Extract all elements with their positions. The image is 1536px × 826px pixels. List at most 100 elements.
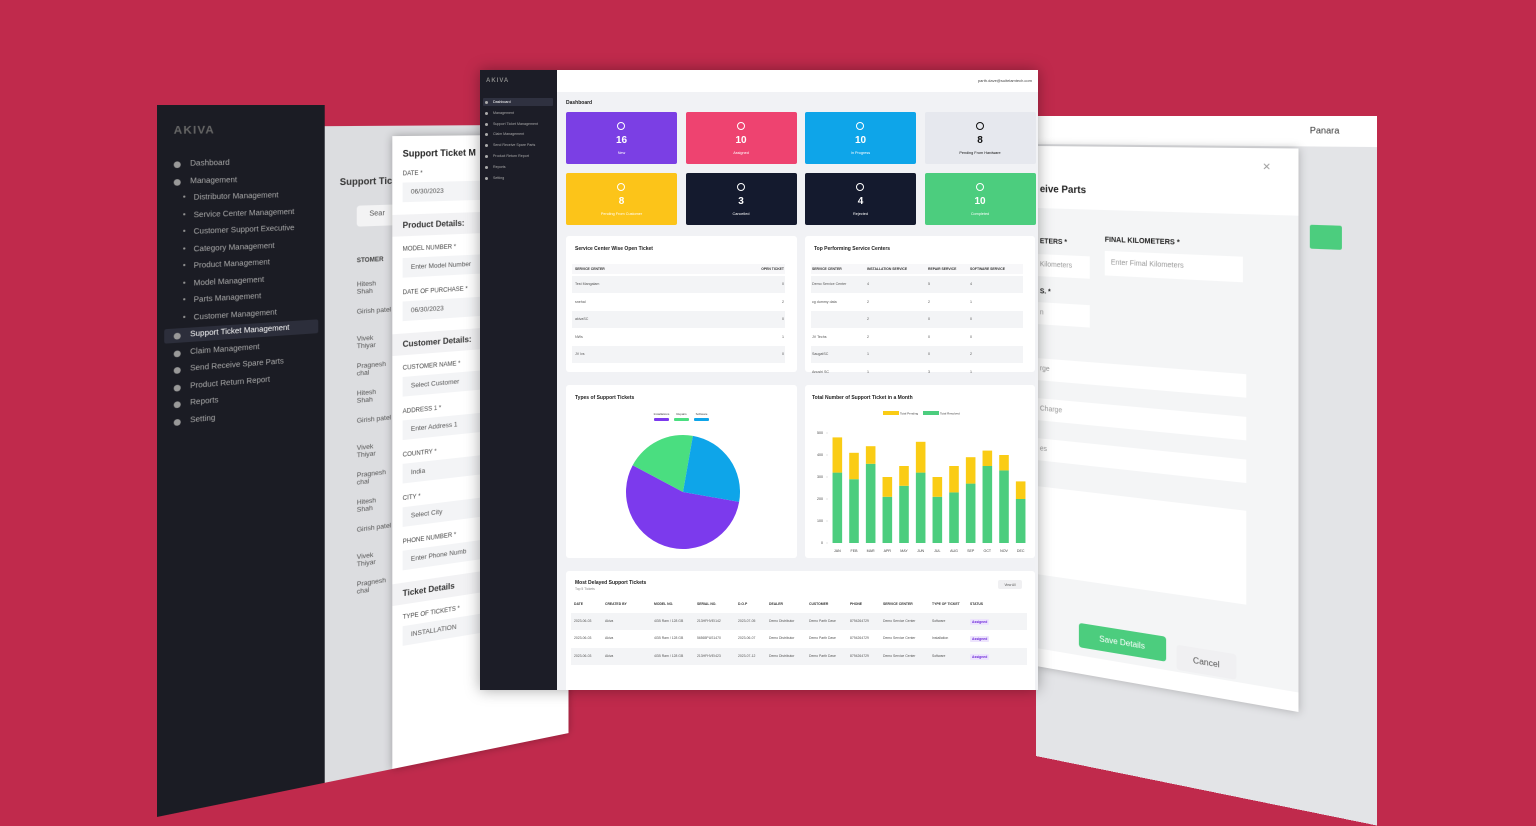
table-cell: 2023-06-03 (574, 636, 592, 640)
textarea[interactable] (1036, 486, 1247, 605)
nav-icon (183, 263, 186, 267)
stat-card[interactable]: 10 In Progress (805, 112, 916, 164)
column-header: SOFTWARE SERVICE (970, 267, 1005, 271)
table-cell: Software (932, 618, 946, 623)
column-header: SERVICE CENTER (883, 602, 913, 606)
x-tick-label: NOV (1000, 549, 1008, 553)
input[interactable]: Kilometers (1036, 254, 1090, 279)
close-icon[interactable]: × (1262, 158, 1271, 175)
input[interactable]: rge (1036, 358, 1247, 398)
x-tick-label: SEP (967, 549, 975, 553)
table-cell: 1 (867, 369, 869, 374)
bar-segment (899, 485, 909, 543)
column-header: DEALER (769, 602, 783, 606)
input[interactable]: n (1036, 302, 1090, 328)
card-value: 10 (974, 196, 986, 207)
customer-name: Hitesh Shah (356, 388, 377, 405)
table-panel: Top Performing Service Centers SERVICE CE… (805, 236, 1035, 374)
stat-card[interactable]: 4 Rejected (805, 173, 916, 225)
table-cell: JV Techs (812, 334, 827, 339)
table-cell: 2 (867, 299, 869, 304)
nav-item: Reports (190, 396, 219, 407)
card-label: Completed (970, 212, 990, 216)
placeholder: es (1039, 445, 1048, 454)
card-icon (617, 122, 625, 130)
input[interactable]: Enter Fimal Kilometers (1104, 250, 1243, 283)
table-cell: 4GB Ram / 128 GB (654, 618, 684, 623)
legend-label: Installations (654, 412, 670, 416)
table-cell: snehal (575, 299, 586, 304)
column-header: REPAIR SERVICE (928, 267, 957, 271)
nav-icon (485, 101, 488, 104)
field-label: S. * (1039, 288, 1051, 296)
table-cell: 2 (867, 334, 869, 339)
field-label: ETERS * (1039, 238, 1068, 247)
row-bg (811, 346, 1023, 363)
nav-item: Send Receive Spare Parts (190, 358, 284, 373)
top-bar: parth.dave@suitelamtech.com (557, 70, 1038, 92)
table-cell: 5 (928, 282, 930, 286)
card-value: 8 (618, 196, 625, 207)
customer-name: Pragnesh chal (356, 468, 386, 487)
stat-card[interactable]: 16 New (566, 112, 677, 164)
table-cell: 2 (867, 317, 869, 321)
table-cell: 2023-06-03 (574, 653, 592, 658)
card-value: 4 (857, 196, 864, 207)
pie-chart: Installations Repairs Software (626, 412, 740, 549)
stat-card[interactable]: 10 Completed (924, 173, 1036, 225)
customer-name: Pragnesh chal (356, 576, 386, 596)
table-cell: 4GB Ram / 128 GB (654, 653, 684, 658)
logo: AKIVA (173, 124, 215, 138)
status-badge: Assigned (970, 653, 990, 660)
modal-title: eive Parts (1039, 184, 1087, 197)
table-panel: Most Delayed Support Tickets Top 5 Ticket… (566, 571, 1035, 690)
panel-title: Top Performing Service Centers (814, 246, 891, 252)
x-tick-label: FEB (851, 549, 859, 553)
table-cell: 213HFHVEI423 (697, 653, 721, 658)
stat-card[interactable]: 8 Pending From Hardware (924, 112, 1036, 164)
nav-icon (485, 144, 488, 148)
customer-name: Pragnesh chal (356, 360, 386, 378)
legend-swatch (883, 411, 899, 415)
row-bg (571, 613, 1027, 630)
bar-segment (949, 466, 959, 493)
input[interactable]: Charge (1036, 398, 1247, 441)
table-cell: JV lvs (575, 352, 585, 356)
stat-card[interactable]: 8 Pending From Customer (566, 173, 677, 225)
column-header: STOMER (356, 256, 384, 265)
table-cell: 213HFHVEI142 (697, 618, 721, 623)
add-button[interactable] (1309, 224, 1342, 250)
table-cell: 0 (782, 282, 784, 286)
bar-segment (915, 472, 926, 543)
y-tick-label: 100 (817, 519, 823, 523)
stat-card[interactable]: 3 Cancelled (685, 173, 797, 225)
column-header: CREATED BY (605, 602, 627, 606)
table-cell: NWs (575, 334, 583, 339)
table-cell: 1 (970, 299, 972, 304)
table-cell: Demo Service Center (883, 618, 916, 623)
nav-item: Setting (493, 175, 505, 180)
bar-segment (882, 477, 893, 497)
card-label: New (617, 151, 626, 155)
card-value: 3 (738, 196, 744, 207)
table-cell: 0 (782, 317, 784, 321)
bar-segment (832, 437, 843, 473)
card-icon (617, 183, 625, 191)
table-cell: 0 (928, 352, 930, 356)
chart-title: Types of Support Tickets (575, 395, 635, 401)
legend-label: Total Pending (900, 412, 919, 416)
view-all-button[interactable]: View All (998, 580, 1022, 589)
customer-name: Hitesh Shah (356, 497, 377, 515)
placeholder: rge (1039, 365, 1050, 374)
nav-icon (173, 161, 181, 169)
nav-item: Management (190, 176, 238, 185)
legend-label: Total Resolved (940, 412, 960, 416)
stat-card[interactable]: 10 Assigned (685, 112, 797, 164)
card-icon (736, 122, 745, 130)
input[interactable]: es (1036, 438, 1247, 484)
pie-slice (683, 435, 740, 502)
row-bg (811, 276, 1023, 293)
user-email: parth.dave@suitelamtech.com (977, 78, 1032, 83)
nav-icon (485, 176, 488, 180)
card-label: Cancelled (732, 212, 750, 216)
